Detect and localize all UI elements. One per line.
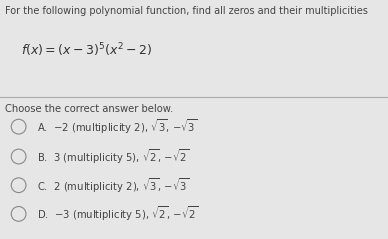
Text: A.  $-2$ (multiplicity 2), $\sqrt{3}$, $-\sqrt{3}$: A. $-2$ (multiplicity 2), $\sqrt{3}$, $-… [37, 117, 197, 136]
Text: B.  $3$ (multiplicity 5), $\sqrt{2}$, $-\sqrt{2}$: B. $3$ (multiplicity 5), $\sqrt{2}$, $-\… [37, 147, 189, 166]
Text: For the following polynomial function, find all zeros and their multiplicities: For the following polynomial function, f… [5, 6, 367, 16]
Text: D.  $-3$ (multiplicity 5), $\sqrt{2}$, $-\sqrt{2}$: D. $-3$ (multiplicity 5), $\sqrt{2}$, $-… [37, 205, 198, 223]
Text: $f(x) = (x-3)^5\left(x^2-2\right)$: $f(x) = (x-3)^5\left(x^2-2\right)$ [21, 42, 152, 60]
Text: C.  $2$ (multiplicity 2), $\sqrt{3}$, $-\sqrt{3}$: C. $2$ (multiplicity 2), $\sqrt{3}$, $-\… [37, 176, 189, 195]
Text: Choose the correct answer below.: Choose the correct answer below. [5, 104, 173, 114]
